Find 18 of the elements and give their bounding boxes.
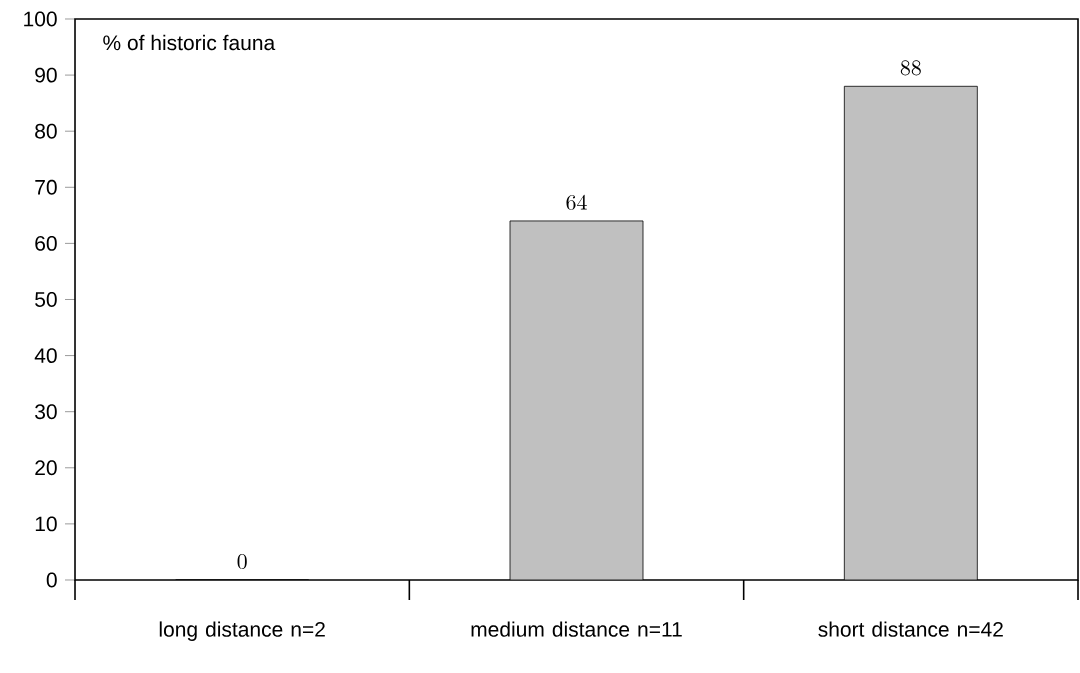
y-tick-label: 60	[35, 235, 57, 251]
x-tick-label: short distance n=42	[818, 621, 1003, 637]
y-tick-label: 20	[35, 460, 57, 476]
y-tick-label: 90	[35, 67, 57, 83]
data-label: 0	[237, 554, 247, 570]
y-tick-label: 50	[35, 292, 57, 307]
y-tick-label: 80	[35, 123, 57, 139]
y-tick-label: 30	[35, 404, 57, 420]
y-tick-label: 10	[35, 516, 57, 532]
y-tick-label: 40	[34, 348, 57, 364]
data-label: 64	[566, 194, 587, 211]
x-tick-label: medium distance n=11	[471, 621, 682, 637]
y-tick-label: 70	[35, 179, 57, 195]
data-label: 88	[900, 60, 921, 76]
y-tick-label: 0	[46, 572, 57, 588]
x-tick-label: long distance n=2	[159, 621, 325, 641]
y-axis-title: % of historic fauna	[103, 34, 276, 51]
y-tick-label: 100	[24, 11, 57, 27]
